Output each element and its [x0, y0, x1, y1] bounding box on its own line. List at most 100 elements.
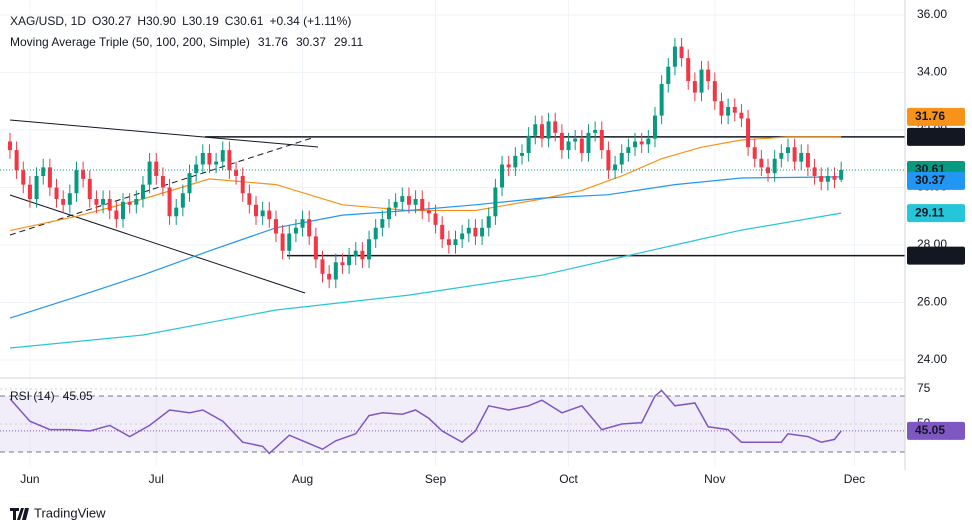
candle-body — [81, 170, 86, 179]
candle-body — [74, 170, 79, 194]
candle-body — [413, 199, 418, 205]
candle-body — [633, 141, 638, 148]
candle-body — [759, 158, 764, 168]
candle-body — [526, 135, 531, 153]
candle-body — [559, 132, 564, 151]
rsi-label: 45.05 — [915, 423, 945, 437]
candle-body — [254, 204, 259, 217]
ma-value: 31.76 — [258, 35, 288, 49]
candle-body — [832, 175, 837, 180]
candle-body — [400, 196, 405, 202]
y-tick-label: 24.00 — [917, 352, 947, 366]
rsi-value: 45.05 — [63, 389, 93, 403]
candle-body — [493, 187, 498, 217]
candle-body — [473, 227, 478, 237]
rsi-label-box — [907, 421, 965, 440]
candle-body — [446, 239, 451, 246]
candle-body — [67, 193, 72, 205]
ma-label: 30.37 — [915, 173, 945, 187]
candle-body — [739, 112, 744, 119]
candle-body — [686, 58, 691, 82]
ma-label-box — [907, 204, 965, 223]
candle-body — [313, 236, 318, 260]
y-tick-label: 36.00 — [917, 7, 947, 21]
candle-body — [586, 132, 591, 153]
candle-body — [406, 196, 411, 205]
candle-body — [613, 164, 618, 171]
candle-body — [367, 239, 372, 260]
candle-body — [147, 161, 152, 185]
candle-body — [539, 124, 544, 139]
candle-body — [460, 233, 465, 240]
candle-body — [260, 210, 265, 217]
candle-body — [154, 161, 159, 176]
legend: XAG/USD, 1D Moving Average Triple (50, 1… — [10, 14, 363, 403]
candle-body — [194, 164, 199, 174]
candle-body — [134, 199, 139, 205]
candle-body — [672, 46, 677, 67]
candle-body — [200, 152, 205, 165]
candle-body — [639, 141, 644, 145]
x-tick-label: Jul — [149, 472, 164, 486]
ma-label-box — [907, 107, 965, 126]
candle-body — [792, 147, 797, 162]
candle-body — [566, 141, 571, 151]
x-tick-label: Oct — [559, 472, 578, 486]
x-tick-label: Jun — [20, 472, 39, 486]
candle-body — [420, 199, 425, 211]
candle-body — [380, 219, 385, 228]
candle-body — [267, 210, 272, 220]
candle-body — [320, 259, 325, 274]
candle-body — [160, 175, 165, 188]
x-tick-label: Dec — [844, 472, 865, 486]
candle-body — [174, 207, 179, 217]
candle-body — [227, 150, 232, 171]
candle-body — [799, 152, 804, 162]
candle-body — [606, 150, 611, 171]
candle-body — [553, 121, 558, 133]
ma-label: 29.11 — [915, 205, 945, 219]
candle-body — [732, 106, 737, 113]
trend-line — [9, 137, 313, 236]
candle-body — [779, 152, 784, 159]
candle-body — [280, 233, 285, 251]
candle-body — [519, 152, 524, 156]
candle-body — [619, 152, 624, 165]
candle-body — [819, 175, 824, 182]
candle-body — [87, 178, 92, 200]
candle-body — [626, 147, 631, 153]
candle-body — [234, 170, 239, 176]
candle-body — [240, 175, 245, 194]
candle-body — [94, 199, 99, 205]
candle-body — [21, 170, 26, 185]
trend-line — [9, 194, 306, 294]
candle-body — [114, 210, 119, 220]
rsi-tick-label: 75 — [917, 381, 931, 395]
candle-body — [373, 227, 378, 240]
candle-body — [180, 193, 185, 208]
level-label: 27.63 — [915, 248, 945, 262]
candle-body — [825, 175, 830, 182]
candle-body — [513, 155, 518, 168]
ohlc-value: H30.90 — [137, 14, 176, 28]
candle-body — [746, 118, 751, 148]
rsi-name: RSI (14) — [10, 389, 55, 403]
candle-body — [579, 138, 584, 153]
brand-logo — [10, 508, 29, 520]
candle-body — [101, 199, 106, 205]
candle-body — [27, 184, 32, 200]
candle-body — [752, 147, 757, 159]
candle-body — [121, 201, 126, 220]
x-tick-label: Nov — [704, 472, 725, 486]
candle-body — [506, 164, 511, 168]
candle-body — [327, 273, 332, 280]
rsi-line — [9, 389, 842, 455]
y-tick-label: 26.00 — [917, 295, 947, 309]
candle-body — [426, 210, 431, 214]
candle-body — [812, 167, 817, 176]
ohlc-value: O30.27 — [92, 14, 132, 28]
candle-body — [41, 167, 46, 176]
candle-body — [785, 147, 790, 153]
candle-body — [214, 161, 219, 165]
